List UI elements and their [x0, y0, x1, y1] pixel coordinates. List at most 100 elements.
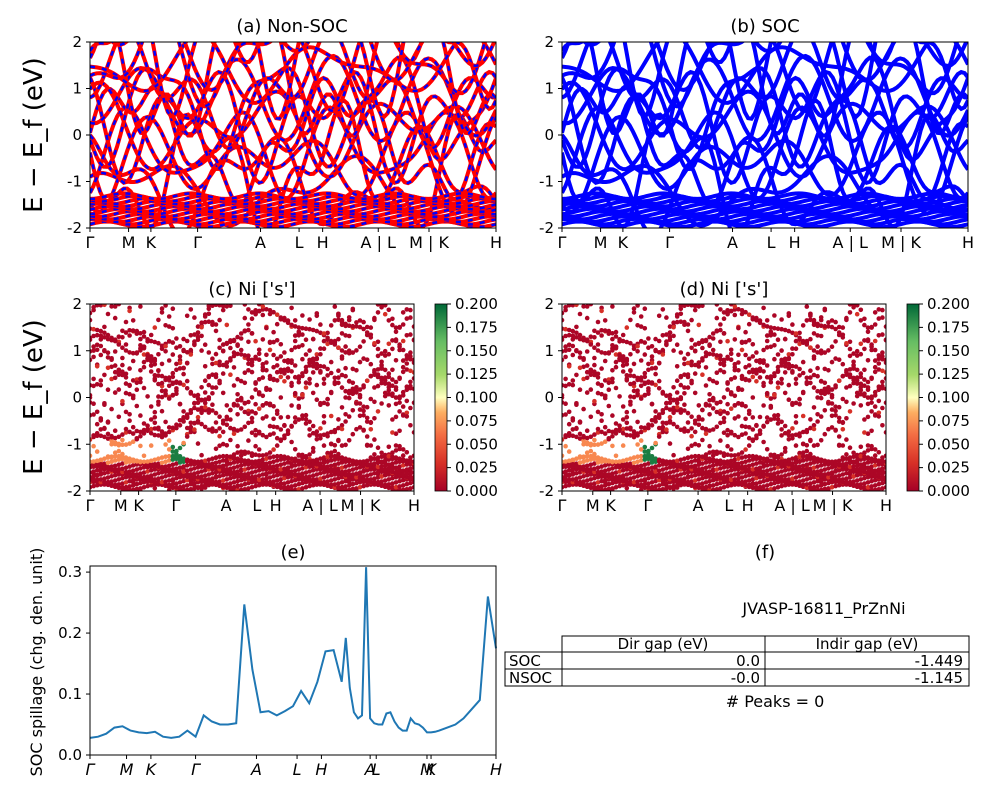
- projection-point: [408, 474, 413, 480]
- projection-point: [170, 380, 176, 386]
- projection-point: [880, 466, 885, 471]
- projection-point: [847, 339, 853, 345]
- projection-point: [793, 331, 799, 336]
- projection-point: [393, 460, 399, 465]
- projection-point: [372, 317, 377, 323]
- projection-point: [188, 481, 194, 487]
- projection-point: [880, 471, 885, 476]
- projection-point: [610, 486, 615, 491]
- projection-point: [822, 323, 828, 329]
- projection-point: [199, 469, 204, 474]
- projection-point: [102, 348, 107, 353]
- projection-point: [271, 404, 276, 409]
- projection-point: [246, 471, 251, 476]
- projection-point: [793, 464, 799, 470]
- projection-point: [728, 482, 734, 488]
- projection-point: [206, 319, 212, 325]
- projection-point: [646, 361, 651, 367]
- projection-point: [800, 429, 806, 435]
- projection-point: [285, 484, 291, 490]
- projection-point: [736, 387, 741, 393]
- soc-band-line-dashed: [90, 42, 496, 137]
- projection-point: [577, 431, 583, 437]
- projection-point: [390, 367, 395, 373]
- projection-point: [152, 477, 158, 482]
- projection-point: [152, 358, 158, 364]
- projection-point: [851, 401, 856, 406]
- projection-point: [202, 314, 208, 319]
- projection-point: [253, 452, 258, 458]
- projection-point: [235, 334, 240, 340]
- projection-point: [811, 469, 817, 475]
- projection-point: [682, 319, 687, 325]
- projection-point: [134, 380, 140, 386]
- projection-point: [120, 485, 125, 490]
- projection-point: [584, 450, 590, 456]
- projection-point: [127, 391, 132, 397]
- projection-point: [303, 470, 309, 475]
- projection-point: [328, 453, 334, 459]
- projection-point: [800, 359, 806, 365]
- projection-point: [768, 472, 774, 477]
- projection-point: [595, 469, 601, 475]
- projection-point: [206, 396, 212, 402]
- projection-point: [707, 443, 712, 449]
- projection-point: [768, 487, 774, 491]
- projection-point: [145, 474, 150, 479]
- projection-point: [581, 376, 586, 382]
- projection-point: [152, 457, 158, 463]
- projection-point: [566, 458, 572, 464]
- projection-point: [772, 371, 777, 376]
- x-tick-label: Γ: [86, 233, 95, 252]
- projection-point: [148, 358, 154, 364]
- projection-point: [620, 404, 626, 409]
- projection-point: [372, 437, 377, 442]
- projection-point: [274, 356, 280, 362]
- projection-point: [563, 469, 568, 474]
- projection-point: [300, 474, 305, 480]
- projection-point: [217, 426, 222, 431]
- projection-point: [721, 331, 727, 336]
- projection-point: [346, 333, 352, 339]
- projection-point: [739, 479, 745, 485]
- projection-point: [235, 428, 240, 433]
- projection-point: [768, 458, 774, 464]
- projection-point: [797, 479, 802, 484]
- projection-point: [390, 466, 395, 472]
- projection-point: [271, 339, 276, 345]
- projection-point: [674, 314, 680, 319]
- projection-point: [314, 472, 320, 477]
- projection-point: [120, 335, 125, 340]
- projection-point: [642, 380, 648, 386]
- projection-point: [592, 461, 597, 466]
- projection-point: [91, 459, 96, 464]
- projection-point: [127, 464, 132, 469]
- projection-point: [235, 464, 240, 469]
- projection-point: [736, 452, 741, 457]
- projection-point: [804, 477, 810, 482]
- projection-point: [671, 348, 676, 353]
- projection-point: [411, 470, 414, 475]
- projection-point: [94, 462, 100, 467]
- projection-point: [800, 453, 806, 459]
- projection-point: [815, 365, 820, 371]
- projection-point: [592, 328, 597, 334]
- projection-point: [271, 447, 276, 452]
- projection-point: [127, 383, 132, 389]
- projection-point: [768, 379, 774, 385]
- projection-point: [199, 452, 204, 458]
- projection-point: [120, 372, 125, 378]
- projection-point: [588, 372, 594, 378]
- projection-point: [300, 466, 305, 471]
- projection-point: [202, 473, 208, 478]
- projection-point: [872, 389, 878, 395]
- projection-point: [278, 374, 284, 380]
- projection-point: [206, 311, 212, 317]
- projection-point: [736, 480, 741, 485]
- projection-point: [775, 326, 781, 332]
- projection-point: [836, 324, 842, 330]
- projection-point: [163, 482, 168, 488]
- projection-point: [271, 459, 276, 465]
- projection-point: [656, 425, 662, 431]
- projection-point: [361, 413, 366, 418]
